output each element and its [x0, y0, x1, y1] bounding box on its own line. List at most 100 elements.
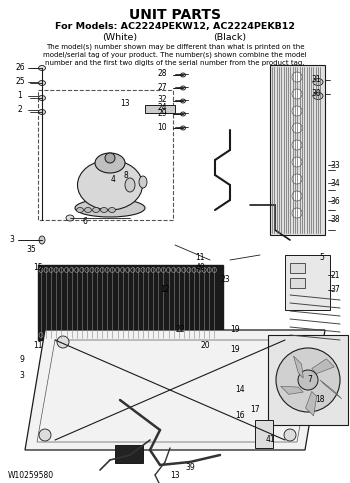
- Text: 20: 20: [200, 341, 210, 350]
- Polygon shape: [320, 380, 342, 399]
- Text: 17: 17: [250, 406, 260, 414]
- Polygon shape: [25, 330, 325, 450]
- Bar: [290, 263, 305, 273]
- Text: 30: 30: [311, 89, 321, 99]
- Ellipse shape: [38, 110, 46, 114]
- Text: 29: 29: [157, 109, 167, 117]
- Text: (White): (White): [103, 33, 138, 42]
- Ellipse shape: [108, 208, 116, 213]
- Text: 34: 34: [330, 179, 340, 187]
- Text: 18: 18: [315, 396, 325, 404]
- Circle shape: [292, 157, 302, 167]
- Text: 15: 15: [33, 264, 43, 272]
- Circle shape: [298, 370, 318, 390]
- Circle shape: [284, 429, 296, 441]
- Ellipse shape: [125, 178, 135, 192]
- Text: 27: 27: [157, 83, 167, 91]
- Text: 31: 31: [311, 75, 321, 85]
- Polygon shape: [281, 386, 303, 394]
- Ellipse shape: [75, 199, 145, 217]
- Text: 26: 26: [15, 63, 25, 72]
- Text: 6: 6: [83, 217, 88, 227]
- Text: UNIT PARTS: UNIT PARTS: [129, 8, 221, 22]
- Circle shape: [276, 348, 340, 412]
- Circle shape: [292, 174, 302, 184]
- Bar: [38, 90, 173, 220]
- Text: 41: 41: [265, 436, 275, 444]
- Circle shape: [292, 208, 302, 218]
- Polygon shape: [306, 391, 317, 416]
- Text: 19: 19: [230, 345, 240, 355]
- Bar: [270, 65, 325, 235]
- Ellipse shape: [181, 73, 186, 77]
- Text: 7: 7: [308, 375, 313, 384]
- Circle shape: [292, 140, 302, 150]
- Text: 2: 2: [18, 105, 22, 114]
- Text: 16: 16: [235, 411, 245, 420]
- Polygon shape: [294, 356, 303, 378]
- Circle shape: [292, 191, 302, 201]
- Text: 37: 37: [330, 285, 340, 295]
- Ellipse shape: [39, 236, 45, 244]
- Bar: [290, 278, 305, 288]
- Circle shape: [39, 429, 51, 441]
- Bar: [145, 105, 175, 113]
- Text: 9: 9: [20, 355, 25, 365]
- Text: 23: 23: [220, 275, 230, 284]
- Text: 1: 1: [18, 91, 22, 100]
- Ellipse shape: [66, 215, 74, 221]
- Text: (Black): (Black): [214, 33, 246, 42]
- Text: 25: 25: [15, 77, 25, 86]
- Ellipse shape: [313, 79, 323, 85]
- Text: W10259580: W10259580: [8, 471, 54, 481]
- Ellipse shape: [181, 99, 186, 103]
- Text: 40: 40: [195, 264, 205, 272]
- Text: 3: 3: [9, 236, 14, 244]
- Circle shape: [292, 89, 302, 99]
- Text: 11: 11: [33, 341, 43, 350]
- Text: 22: 22: [175, 326, 185, 335]
- Text: 19: 19: [230, 326, 240, 335]
- Text: 36: 36: [330, 197, 340, 205]
- Circle shape: [292, 106, 302, 116]
- Bar: [115, 445, 143, 463]
- Text: 5: 5: [320, 254, 324, 262]
- Bar: [285, 255, 330, 310]
- Ellipse shape: [38, 81, 46, 85]
- Text: 33: 33: [330, 160, 340, 170]
- Bar: [38, 265, 223, 340]
- Ellipse shape: [92, 208, 99, 213]
- Ellipse shape: [38, 66, 46, 71]
- Circle shape: [292, 72, 302, 82]
- Bar: [268, 335, 348, 425]
- Text: 3: 3: [20, 370, 25, 380]
- Text: 13: 13: [120, 99, 130, 108]
- Ellipse shape: [84, 208, 91, 213]
- Text: 32: 32: [157, 96, 167, 104]
- Text: For Models: AC2224PEKW12, AC2224PEKB12: For Models: AC2224PEKW12, AC2224PEKB12: [55, 22, 295, 31]
- Ellipse shape: [100, 208, 107, 213]
- Text: The model(s) number shown may be different than what is printed on the
model/ser: The model(s) number shown may be differe…: [43, 43, 307, 66]
- Bar: [255, 420, 273, 448]
- Text: 11: 11: [195, 254, 205, 262]
- Ellipse shape: [181, 86, 186, 90]
- Ellipse shape: [181, 112, 186, 116]
- Ellipse shape: [77, 208, 84, 213]
- Text: 14: 14: [235, 385, 245, 395]
- Text: 35: 35: [26, 245, 36, 255]
- Circle shape: [304, 336, 316, 348]
- Text: 24: 24: [157, 102, 167, 112]
- Circle shape: [57, 336, 69, 348]
- Text: 39: 39: [185, 464, 195, 472]
- Text: 10: 10: [157, 123, 167, 131]
- Ellipse shape: [139, 176, 147, 188]
- Ellipse shape: [77, 160, 142, 210]
- Text: 8: 8: [124, 170, 128, 180]
- Circle shape: [105, 153, 115, 163]
- Ellipse shape: [38, 96, 46, 100]
- Circle shape: [292, 123, 302, 133]
- Text: 13: 13: [170, 471, 180, 481]
- Ellipse shape: [313, 93, 323, 99]
- Text: 4: 4: [111, 175, 116, 185]
- Text: 28: 28: [157, 70, 167, 79]
